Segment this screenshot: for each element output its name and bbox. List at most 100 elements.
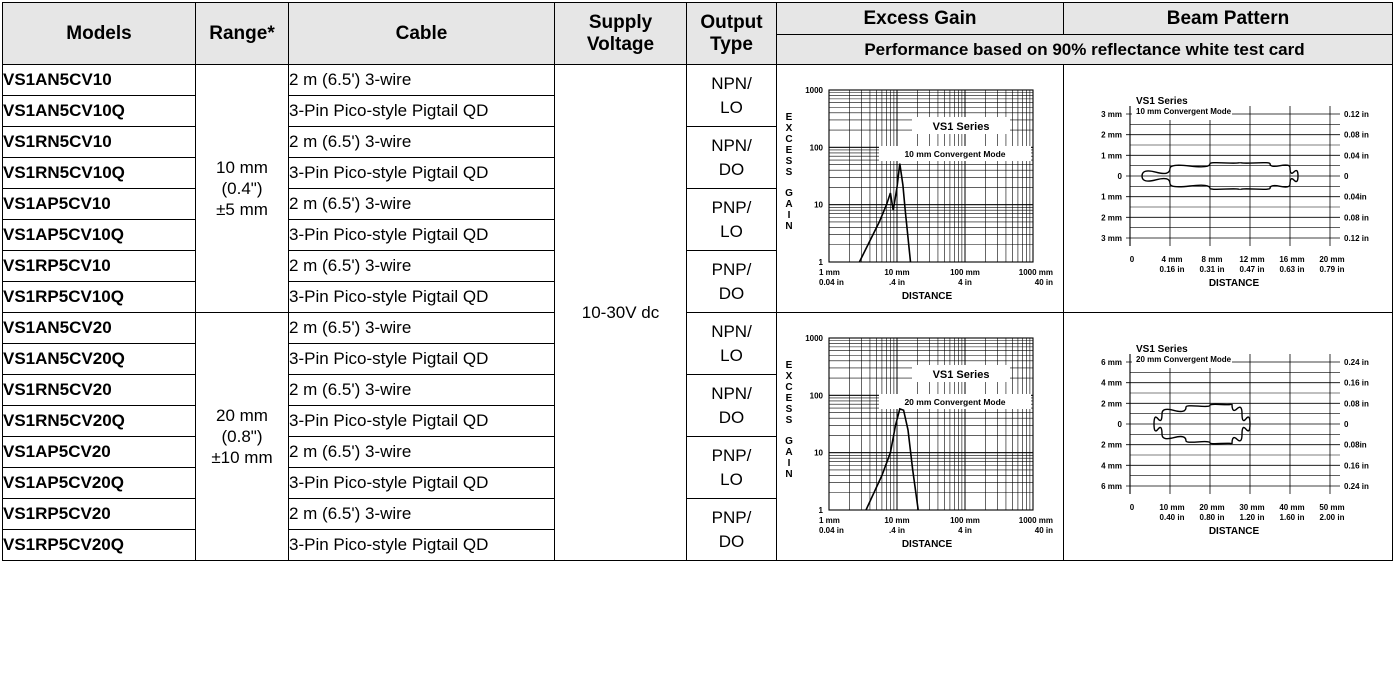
cable-cell: 2 m (6.5') 3-wire bbox=[288, 374, 555, 406]
model-cell: VS1AP5CV10 bbox=[2, 188, 196, 220]
header-range: Range* bbox=[195, 2, 289, 65]
excess-gain-chart: VS1 Series 10 mm Convergent Mode 1 10 100 100… bbox=[785, 86, 1053, 302]
y-axis-label-char: S bbox=[786, 167, 793, 178]
x-tick-label: 1 mm bbox=[819, 516, 840, 525]
y-axis-label-char: G bbox=[785, 436, 793, 447]
x-tick-label-inches: .4 in bbox=[889, 278, 905, 287]
x-tick-label-inches: 0.04 in bbox=[819, 526, 844, 535]
y-tick-label: 10 bbox=[814, 448, 823, 457]
right-tick-label: 0.16 in bbox=[1344, 461, 1369, 470]
cable-cell: 3-Pin Pico-style Pigtail QD bbox=[288, 95, 555, 127]
x-tick-label: 0 bbox=[1130, 503, 1135, 512]
left-tick-label: 3 mm bbox=[1101, 110, 1122, 119]
x-tick-label: 1000 mm bbox=[1019, 268, 1053, 277]
output-line: LO bbox=[720, 469, 743, 489]
plot-frame bbox=[828, 88, 1034, 263]
x-axis-label: DISTANCE bbox=[1209, 526, 1260, 537]
chart-subtitle: 20 mm Convergent Mode bbox=[1136, 355, 1232, 364]
y-tick-label: 1000 bbox=[805, 86, 823, 95]
x-tick-label-inches: 40 in bbox=[1035, 526, 1053, 535]
right-tick-label: 0.08 in bbox=[1344, 399, 1369, 408]
y-axis-label-char: E bbox=[786, 393, 793, 404]
y-axis-label-char: I bbox=[788, 210, 791, 221]
beam-pattern-chart-cell: 3 mm 2 mm 1 mm 0 1 mm 2 mm 3 mm 0.12 in 0.08 in 0… bbox=[1063, 64, 1393, 313]
y-tick-label: 1000 bbox=[805, 334, 823, 343]
model-cell: VS1RN5CV10Q bbox=[2, 157, 196, 189]
chart-subtitle: 10 mm Convergent Mode bbox=[1136, 107, 1232, 116]
cable-cell: 3-Pin Pico-style Pigtail QD bbox=[288, 281, 555, 313]
y-axis-label-char: A bbox=[785, 447, 792, 458]
range-line: 20 mm bbox=[216, 406, 268, 425]
range-line: (0.4") bbox=[221, 179, 263, 198]
table-row: VS1AN5CV20Q 3-Pin Pico-style Pigtail QD bbox=[2, 343, 1393, 375]
subtitle-box bbox=[879, 393, 1031, 409]
y-axis-label-char: C bbox=[785, 134, 792, 145]
table-row: VS1AP5CV20 2 m (6.5') 3-wire PNP/LO bbox=[2, 436, 1393, 499]
left-tick-label: 6 mm bbox=[1101, 358, 1122, 367]
y-axis-label-char: G bbox=[785, 188, 793, 199]
chart-subtitle: 20 mm Convergent Mode bbox=[904, 397, 1005, 407]
x-axis-label: DISTANCE bbox=[902, 539, 953, 550]
x-tick-label: 12 mm bbox=[1239, 255, 1264, 264]
table-row: VS1RP5CV20Q 3-Pin Pico-style Pigtail QD bbox=[2, 529, 1393, 561]
x-tick-label: 4 mm bbox=[1162, 255, 1183, 264]
x-tick-label: 10 mm bbox=[1159, 503, 1184, 512]
x-tick-label-inches: 40 in bbox=[1035, 278, 1053, 287]
y-tick-label: 100 bbox=[810, 143, 824, 152]
output-line: PNP/ bbox=[711, 445, 752, 465]
excess-gain-chart: VS1 Series 20 mm Convergent Mode 1 10 100 100… bbox=[785, 334, 1053, 550]
output-line: PNP/ bbox=[711, 507, 752, 527]
cable-cell: 2 m (6.5') 3-wire bbox=[288, 126, 555, 158]
table-row: VS1RN5CV20 2 m (6.5') 3-wire NPN/DO bbox=[2, 374, 1393, 437]
table-row: VS1AN5CV10 10 mm (0.4") ±5 mm 2 m (6.5') 3-w… bbox=[2, 64, 1393, 561]
x-tick-label-inches: 0.79 in bbox=[1320, 265, 1345, 274]
x-tick-label-inches: 0.16 in bbox=[1160, 265, 1185, 274]
right-tick-label: 0.08 in bbox=[1344, 130, 1369, 139]
header-output-type: Output Type bbox=[686, 2, 777, 65]
x-tick-label: 30 mm bbox=[1239, 503, 1264, 512]
x-tick-label-inches: 0.80 in bbox=[1200, 513, 1225, 522]
beam-pattern-chart: 6 mm 4 mm 2 mm 0 2 mm 4 mm 6 mm 0.24 in 0.16 in 0… bbox=[1101, 341, 1369, 537]
beam-curve bbox=[1153, 402, 1251, 444]
output-line: NPN/ bbox=[711, 135, 752, 155]
x-tick-label-inches: 0.63 in bbox=[1280, 265, 1305, 274]
left-tick-label: 6 mm bbox=[1101, 482, 1122, 491]
y-axis-label-char: S bbox=[786, 156, 793, 167]
cable-cell: 2 m (6.5') 3-wire bbox=[288, 188, 555, 220]
left-tick-label: 0 bbox=[1118, 172, 1123, 181]
chart-title: VS1 Series bbox=[1136, 96, 1188, 107]
y-axis-label-char: A bbox=[785, 199, 792, 210]
x-tick-label-inches: 4 in bbox=[958, 526, 972, 535]
title-box bbox=[912, 364, 1010, 382]
x-axis-label: DISTANCE bbox=[1209, 278, 1260, 289]
y-tick-label: 100 bbox=[810, 391, 824, 400]
right-tick-label: 0.24 in bbox=[1344, 482, 1369, 491]
beam-pattern-chart: 3 mm 2 mm 1 mm 0 1 mm 2 mm 3 mm 0.12 in 0.08 in 0… bbox=[1101, 93, 1369, 289]
x-axis-label: DISTANCE bbox=[902, 291, 953, 302]
x-tick-label: 40 mm bbox=[1279, 503, 1304, 512]
x-tick-label-inches: 0.40 in bbox=[1160, 513, 1185, 522]
x-tick-label: 20 mm bbox=[1319, 255, 1344, 264]
model-cell: VS1AN5CV20Q bbox=[2, 343, 196, 375]
gain-grid bbox=[828, 336, 1034, 511]
header-supply-voltage: Supply Voltage bbox=[554, 2, 687, 65]
header-models: Models bbox=[2, 2, 196, 65]
x-tick-label: 1000 mm bbox=[1019, 516, 1053, 525]
output-type-cell: PNP/DO bbox=[686, 498, 777, 561]
output-type-cell: NPN/LO bbox=[686, 64, 777, 127]
model-cell: VS1AP5CV20Q bbox=[2, 467, 196, 499]
x-tick-label-inches: 0.47 in bbox=[1240, 265, 1265, 274]
y-tick-label: 1 bbox=[819, 506, 824, 515]
cable-cell: 2 m (6.5') 3-wire bbox=[288, 498, 555, 530]
gain-curve bbox=[858, 162, 912, 262]
y-axis-label-char: I bbox=[788, 458, 791, 469]
left-tick-label: 3 mm bbox=[1101, 234, 1122, 243]
output-type-cell: PNP/LO bbox=[686, 188, 777, 251]
left-tick-label: 2 mm bbox=[1101, 213, 1122, 222]
cable-cell: 2 m (6.5') 3-wire bbox=[288, 250, 555, 282]
output-line: DO bbox=[718, 531, 745, 551]
output-type-cell: NPN/DO bbox=[686, 126, 777, 189]
cable-cell: 2 m (6.5') 3-wire bbox=[288, 64, 555, 96]
range-line: ±5 mm bbox=[216, 200, 268, 219]
output-line: LO bbox=[720, 97, 743, 117]
